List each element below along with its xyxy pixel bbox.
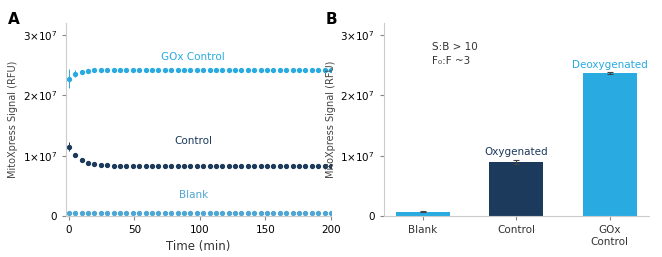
Text: B: B: [326, 12, 338, 26]
Bar: [396, 212, 450, 216]
Text: Blank: Blank: [179, 190, 208, 200]
Text: GOx Control: GOx Control: [162, 52, 225, 62]
Y-axis label: MitoXpress Signal (RFU): MitoXpress Signal (RFU): [326, 61, 336, 178]
Text: A: A: [8, 12, 20, 26]
Bar: [583, 73, 637, 216]
Text: Control: Control: [174, 136, 213, 146]
Text: Deoxygenated: Deoxygenated: [572, 60, 647, 70]
Text: Oxygenated: Oxygenated: [485, 147, 548, 157]
Text: S:B > 10
F₀:F ~3: S:B > 10 F₀:F ~3: [432, 42, 477, 66]
Y-axis label: MitoXpress Signal (RFU): MitoXpress Signal (RFU): [9, 61, 19, 178]
X-axis label: Time (min): Time (min): [166, 241, 231, 253]
Bar: [489, 162, 544, 216]
